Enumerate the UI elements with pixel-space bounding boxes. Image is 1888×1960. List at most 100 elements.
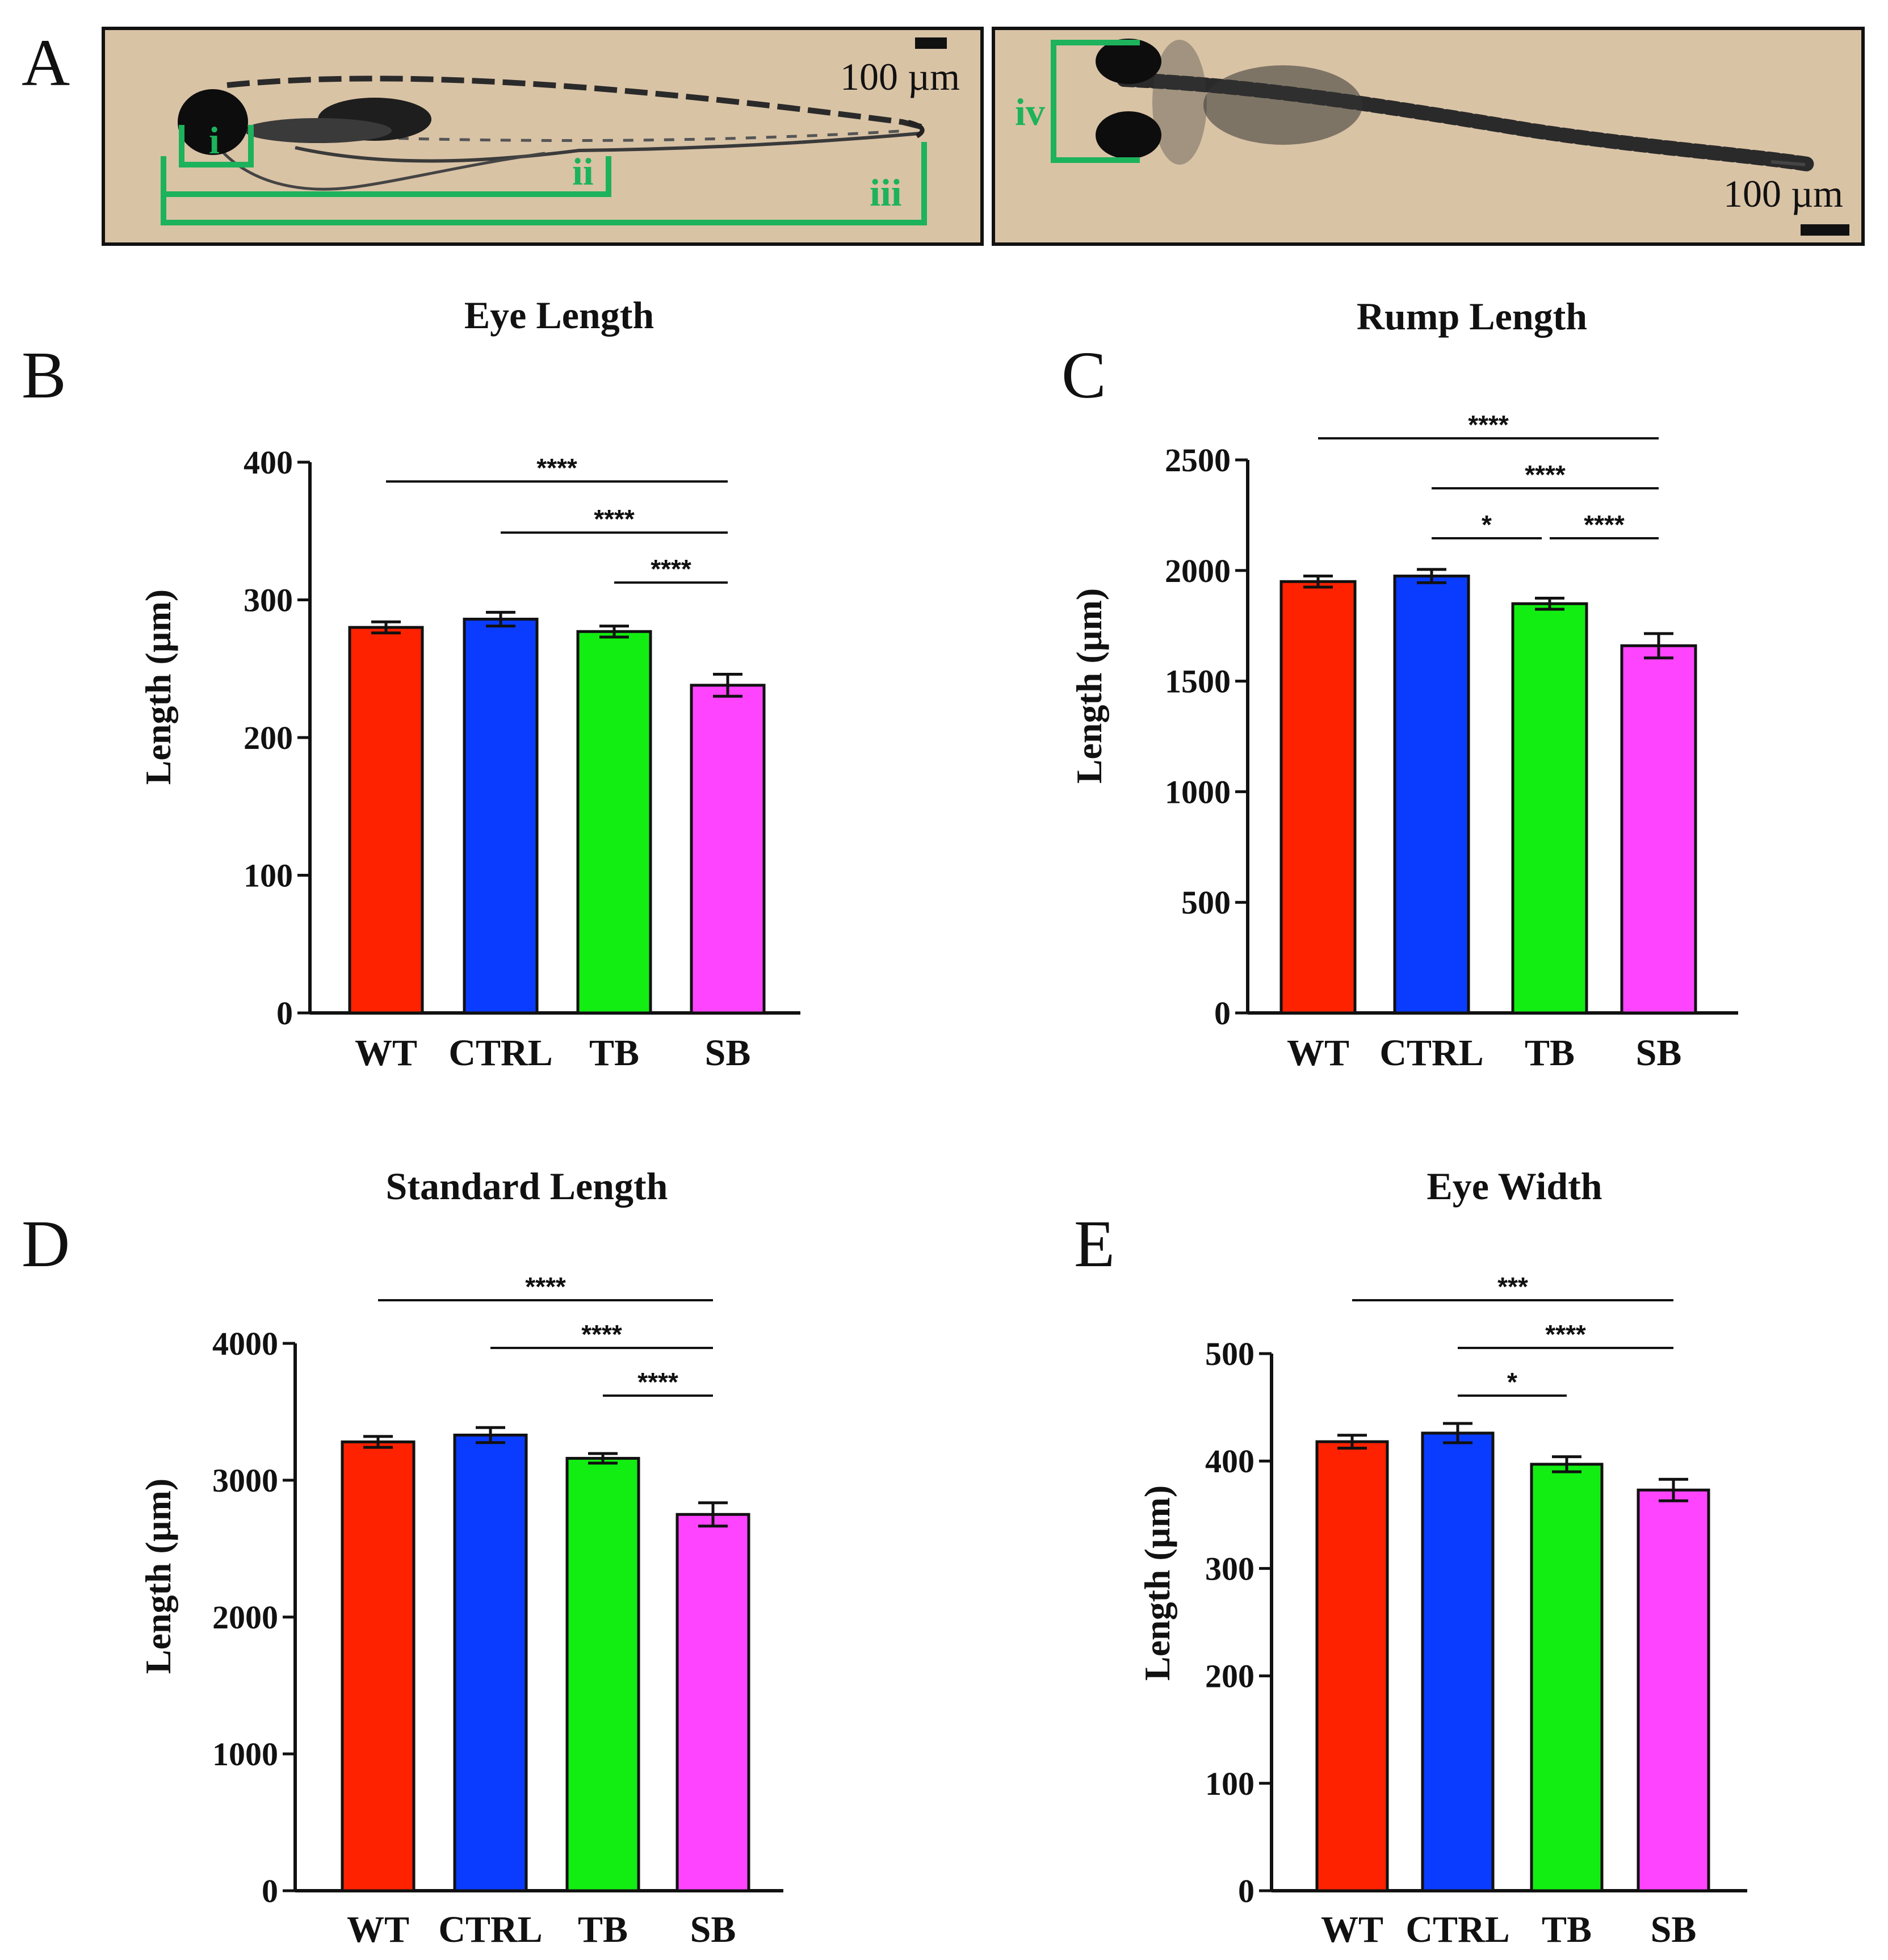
y-tick-label: 100 xyxy=(1205,1765,1255,1802)
bar-ctrl xyxy=(1421,1431,1495,1892)
y-tick-label: 1500 xyxy=(1165,663,1231,700)
significance-brackets: *** **** * xyxy=(1352,1272,1673,1397)
larva-gut xyxy=(244,118,392,143)
error-bars xyxy=(363,1426,728,1528)
bar-wt xyxy=(341,1440,416,1892)
y-tick: 300 xyxy=(1205,1550,1272,1587)
significance-label: **** xyxy=(581,1320,622,1349)
y-tick-label: 1000 xyxy=(1165,773,1231,810)
y-tick: 300 xyxy=(244,582,310,619)
larva-brain xyxy=(1152,40,1207,165)
y-tick-label: 2000 xyxy=(1165,552,1231,589)
x-tick-label-sb: SB xyxy=(1636,1032,1682,1074)
larva-dorsal-stripe xyxy=(226,76,926,131)
error-bar-ctrl xyxy=(476,1426,505,1444)
error-bar-sb xyxy=(698,1501,728,1528)
bars xyxy=(341,1433,750,1892)
scale-label-left: 100 µm xyxy=(840,55,960,98)
significance-label: **** xyxy=(1525,460,1566,489)
significance-wt-sb: **** xyxy=(386,453,728,483)
panel-c: C Rump Length Length (µm) 0 500 1000 150… xyxy=(1062,295,1738,1074)
error-bar-sb xyxy=(1644,632,1673,660)
annotation-ii: ii xyxy=(572,150,594,193)
significance-label: **** xyxy=(536,453,577,483)
significance-wt-sb: *** xyxy=(1352,1272,1673,1301)
y-tick: 3000 xyxy=(212,1462,295,1499)
chart-title: Standard Length xyxy=(386,1165,668,1208)
significance-brackets: **** **** **** xyxy=(378,1272,713,1397)
chart-title: Rump Length xyxy=(1357,295,1587,338)
x-tick-label-wt: WT xyxy=(347,1909,409,1950)
y-tick: 0 xyxy=(1214,995,1248,1032)
significance-label: **** xyxy=(594,504,635,534)
significance-ctrl-sb: **** xyxy=(501,504,728,534)
panel-e: E Eye Width Length (µm) 0 100 200 300 40… xyxy=(1074,1165,1747,1950)
larva-yolk-outline xyxy=(208,135,546,191)
error-bar-sb xyxy=(713,672,742,698)
panel-label-b: B xyxy=(22,338,66,412)
error-bar-wt xyxy=(371,620,401,635)
significance-wt-sb: **** xyxy=(1318,410,1659,439)
y-tick-label: 0 xyxy=(276,995,293,1032)
x-tick-label-sb: SB xyxy=(690,1909,736,1950)
larva-lateral-image: 100 µm i ii iii xyxy=(102,27,984,246)
error-bars xyxy=(1303,568,1673,660)
y-tick-label: 2000 xyxy=(212,1599,278,1636)
significance-label: * xyxy=(1507,1367,1517,1397)
error-bar-tb xyxy=(1535,597,1564,611)
larva-ventral-outline xyxy=(295,132,920,163)
y-ticks: 0 100 200 300 400 500 xyxy=(1205,1335,1272,1909)
bar-sb xyxy=(676,1513,750,1892)
x-tick-label-ctrl: CTRL xyxy=(448,1032,552,1074)
y-tick-label: 200 xyxy=(1205,1658,1255,1695)
y-tick-label: 200 xyxy=(244,719,293,756)
y-tick-label: 0 xyxy=(1238,1873,1255,1909)
y-ticks: 0 500 1000 1500 2000 2500 xyxy=(1165,442,1248,1032)
y-tick: 0 xyxy=(1238,1873,1272,1909)
x-tick-label-ctrl: CTRL xyxy=(1379,1032,1483,1074)
x-tick-label-wt: WT xyxy=(1321,1909,1383,1950)
x-tick-labels: WT CTRL TB SB xyxy=(1321,1909,1696,1950)
bracket-ii xyxy=(161,156,611,197)
bar-wt xyxy=(1279,580,1357,1015)
panel-d: D Standard Length Length (µm) 0 1000 200… xyxy=(22,1165,783,1950)
bracket-iii xyxy=(161,142,927,225)
x-tick-label-ctrl: CTRL xyxy=(438,1909,542,1950)
chart-title: Eye Length xyxy=(464,294,654,337)
y-tick-label: 500 xyxy=(1181,884,1231,921)
y-tick: 200 xyxy=(1205,1658,1272,1695)
x-tick-label-tb: TB xyxy=(589,1032,639,1074)
panel-label-a: A xyxy=(22,26,70,100)
panel-b: B Eye Length Length (µm) 0 100 200 300 4… xyxy=(22,294,800,1074)
y-tick: 4000 xyxy=(212,1325,295,1362)
larva-dorsal-body xyxy=(1203,65,1362,145)
panel-label-d: D xyxy=(22,1207,70,1281)
y-axis-label: Length (µm) xyxy=(138,1479,178,1674)
bar-wt xyxy=(348,626,424,1015)
y-tick-label: 0 xyxy=(262,1873,278,1909)
y-ticks: 0 1000 2000 3000 4000 xyxy=(212,1325,295,1909)
error-bars xyxy=(371,610,742,698)
bracket-iv xyxy=(1051,40,1140,163)
annotation-iii: iii xyxy=(870,171,902,214)
larva-eye-top xyxy=(1096,39,1161,84)
chart-title: Eye Width xyxy=(1427,1165,1602,1208)
x-tick-label-ctrl: CTRL xyxy=(1405,1909,1509,1950)
y-tick: 400 xyxy=(244,444,310,481)
larva-tail-tip xyxy=(907,120,925,139)
bar-ctrl xyxy=(463,617,539,1015)
y-tick-label: 0 xyxy=(1214,995,1231,1032)
bar-tb xyxy=(565,1456,640,1892)
significance-tb-sb: **** xyxy=(614,554,728,584)
x-tick-labels: WT CTRL TB SB xyxy=(347,1909,736,1950)
x-tick-labels: WT CTRL TB SB xyxy=(1287,1032,1681,1074)
bar-wt xyxy=(1315,1440,1389,1892)
bar-sb xyxy=(1637,1488,1710,1892)
significance-label: **** xyxy=(1584,510,1625,539)
y-tick: 100 xyxy=(1205,1765,1272,1802)
significance-ctrl-tb: * xyxy=(1458,1367,1567,1397)
y-axis-label: Length (µm) xyxy=(138,589,178,785)
x-tick-label-sb: SB xyxy=(1651,1909,1697,1950)
y-tick-label: 500 xyxy=(1205,1335,1255,1372)
